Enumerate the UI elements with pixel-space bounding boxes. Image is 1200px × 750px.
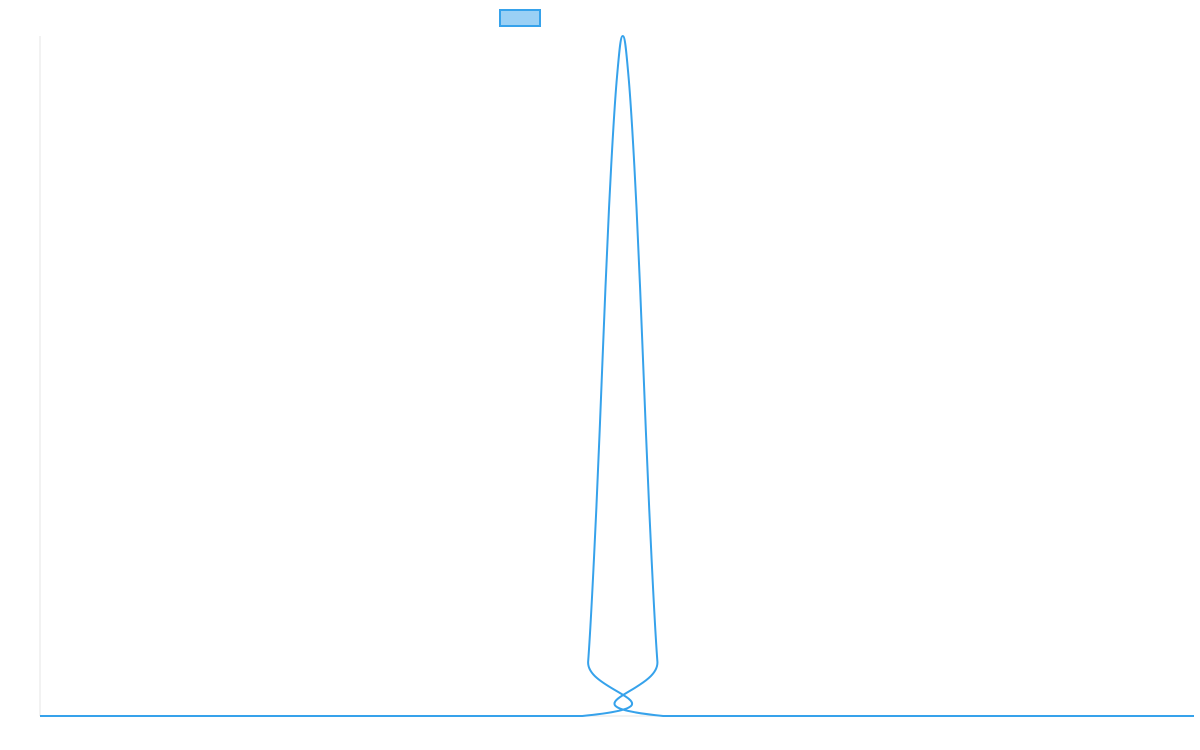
legend[interactable] xyxy=(499,9,541,27)
legend-swatch[interactable] xyxy=(499,9,541,27)
axes xyxy=(39,36,1194,717)
series-layer xyxy=(40,35,1194,718)
series-line xyxy=(40,35,1194,718)
